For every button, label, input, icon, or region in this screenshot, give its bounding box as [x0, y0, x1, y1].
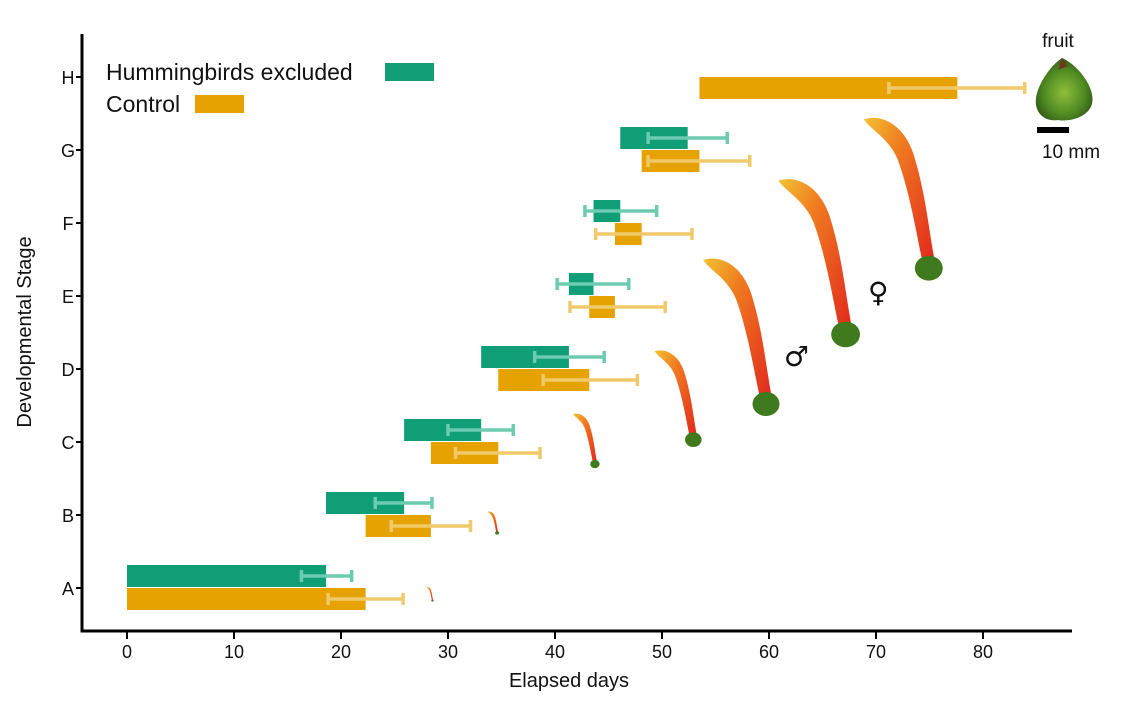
- y-tick-label-d: D: [62, 360, 75, 380]
- error-bar-control-g: [646, 155, 752, 167]
- error-bar-excluded-d: [532, 351, 606, 363]
- legend: Hummingbirds excluded Control: [106, 59, 434, 117]
- flower-stage-d-image: [654, 350, 702, 448]
- legend-swatch-excluded: [385, 63, 434, 81]
- x-tick-label: 10: [224, 642, 244, 662]
- error-bar-excluded-f: [583, 205, 659, 217]
- error-bar-control-f: [593, 228, 694, 240]
- bars-layer: [127, 77, 1027, 610]
- error-bar-control-c: [453, 447, 542, 459]
- x-tick-label: 80: [973, 642, 993, 662]
- y-tick-label-b: B: [62, 506, 74, 526]
- flower-stage-c-image: [573, 413, 600, 469]
- bar-excluded-a: [127, 565, 327, 587]
- flower-stage-g-image: [863, 117, 943, 281]
- x-tick-label: 0: [122, 642, 132, 662]
- y-tick-label-c: C: [62, 433, 75, 453]
- x-tick-label: 70: [866, 642, 886, 662]
- error-bar-excluded-a: [299, 570, 354, 582]
- x-tick-label: 20: [331, 642, 351, 662]
- male-symbol: ♂: [784, 340, 809, 373]
- y-tick-label-e: E: [62, 287, 74, 307]
- y-tick-label-h: H: [62, 68, 75, 88]
- bud-stage-b-image: [487, 511, 500, 535]
- flower-stage-e-image: [703, 258, 780, 416]
- error-bar-control-a: [326, 593, 405, 605]
- bar-excluded-d: [481, 346, 569, 368]
- error-bar-excluded-c: [446, 424, 516, 436]
- x-tick-label: 30: [438, 642, 458, 662]
- error-bar-control-e: [568, 301, 667, 313]
- legend-label-control: Control: [106, 91, 180, 117]
- scale-bar: [1037, 127, 1069, 133]
- y-tick-label-f: F: [63, 214, 74, 234]
- flower-illustrations: [426, 58, 1093, 602]
- y-axis-title: Developmental Stage: [14, 236, 36, 427]
- bar-excluded-c: [404, 419, 482, 441]
- x-tick-label: 60: [759, 642, 779, 662]
- error-bar-control-h: [887, 82, 1027, 94]
- bud-stage-a-image: [426, 586, 434, 602]
- y-tick-label-g: G: [61, 141, 75, 161]
- x-tick-label: 40: [545, 642, 565, 662]
- x-axis-title: Elapsed days: [509, 670, 629, 692]
- error-bar-excluded-b: [373, 497, 434, 509]
- female-symbol: ♀: [868, 276, 889, 309]
- x-tick-label: 50: [652, 642, 672, 662]
- legend-swatch-control: [195, 95, 244, 113]
- error-bar-excluded-e: [555, 278, 631, 290]
- y-tick-label-a: A: [62, 579, 74, 599]
- fruit-label: fruit: [1042, 31, 1074, 52]
- bar-control-a: [127, 588, 366, 610]
- error-bar-excluded-g: [646, 132, 730, 144]
- scale-label: 10 mm: [1042, 142, 1100, 163]
- flower-stage-f-image: [778, 179, 860, 348]
- error-bar-control-b: [389, 520, 473, 532]
- error-bar-control-d: [541, 374, 640, 386]
- y-axis-ticks: A B C D E F G H: [61, 68, 82, 599]
- legend-label-excluded: Hummingbirds excluded: [106, 59, 353, 85]
- fruit-image: [1035, 58, 1093, 121]
- bar-control-h: [699, 77, 958, 99]
- x-axis-ticks: 0 10 20 30 40 50 60 70 80: [122, 632, 993, 662]
- bar-excluded-b: [326, 492, 405, 514]
